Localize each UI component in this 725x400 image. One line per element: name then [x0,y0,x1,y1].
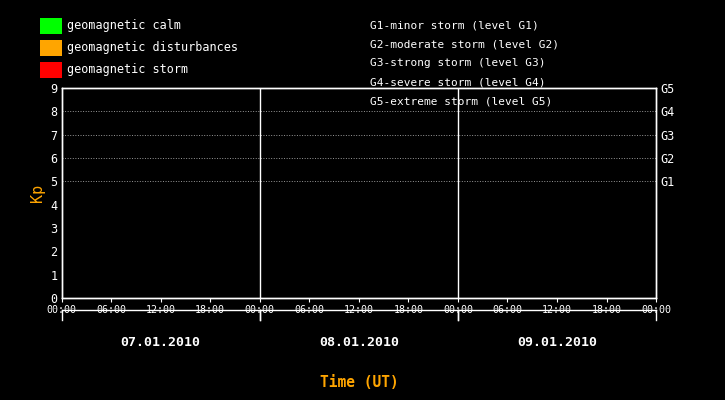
Text: geomagnetic disturbances: geomagnetic disturbances [67,42,238,54]
Text: geomagnetic storm: geomagnetic storm [67,64,188,76]
Text: G4-severe storm (level G4): G4-severe storm (level G4) [370,78,545,88]
Text: Time (UT): Time (UT) [320,375,398,390]
Text: G5-extreme storm (level G5): G5-extreme storm (level G5) [370,97,552,107]
Text: geomagnetic calm: geomagnetic calm [67,20,181,32]
Text: G2-moderate storm (level G2): G2-moderate storm (level G2) [370,39,559,49]
Text: G3-strong storm (level G3): G3-strong storm (level G3) [370,58,545,68]
Text: 07.01.2010: 07.01.2010 [120,336,201,349]
Text: 09.01.2010: 09.01.2010 [517,336,597,349]
Text: G1-minor storm (level G1): G1-minor storm (level G1) [370,20,539,30]
Text: 08.01.2010: 08.01.2010 [319,336,399,349]
Y-axis label: Kp: Kp [30,184,45,202]
